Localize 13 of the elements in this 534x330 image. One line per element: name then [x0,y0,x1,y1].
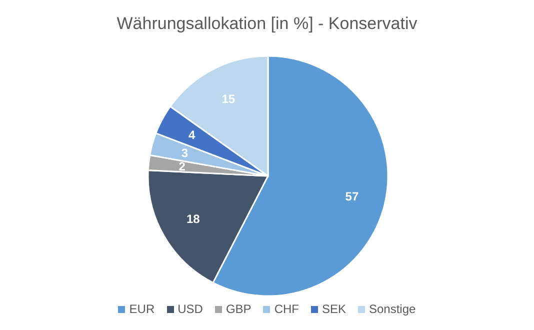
legend-label: SEK [322,302,346,316]
data-label: 15 [222,92,236,106]
legend-label: GBP [226,302,252,316]
data-label: 18 [186,212,200,226]
chart-title: Währungsallokation [in %] - Konservativ [116,13,418,35]
data-label: 3 [181,146,188,160]
legend-label: CHF [274,302,299,316]
data-label: 2 [178,159,186,174]
legend-label: Sonstige [369,302,416,316]
data-label: 4 [188,128,196,142]
legend-label: EUR [129,302,155,316]
data-label: 57 [345,189,359,204]
legend-label: USD [178,302,203,316]
